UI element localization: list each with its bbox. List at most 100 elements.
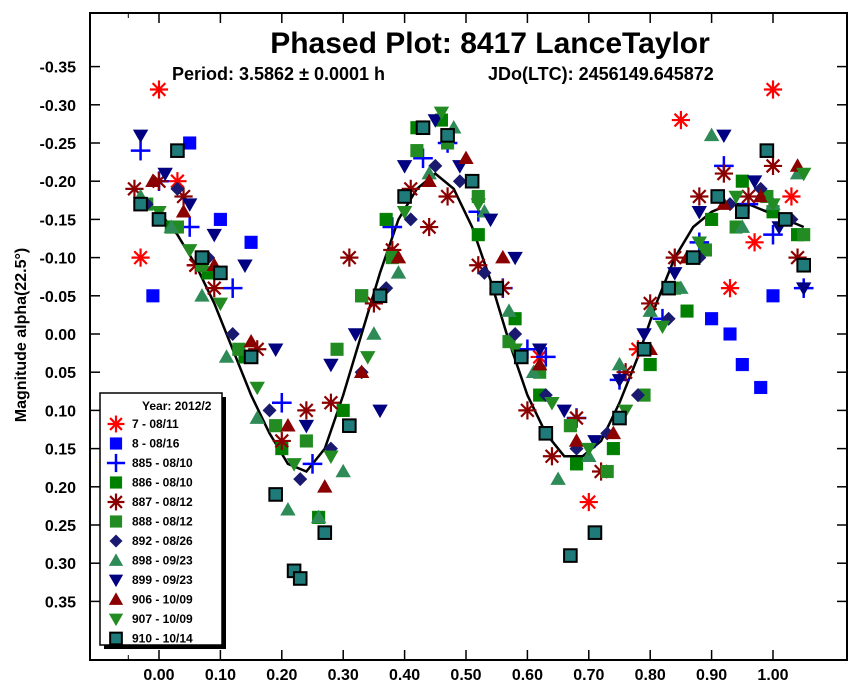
data-point — [665, 248, 684, 267]
x-tick-label: 0.80 — [635, 667, 666, 684]
series-group — [151, 106, 812, 472]
legend-marker — [107, 493, 125, 511]
data-point — [671, 110, 690, 130]
data-point — [151, 212, 167, 227]
y-tick-label: -0.05 — [40, 289, 77, 306]
data-point — [734, 219, 750, 233]
data-point — [464, 173, 480, 189]
data-point — [360, 351, 376, 365]
data-point — [244, 235, 258, 249]
chart-title: Phased Plot: 8417 LanceTaylor — [270, 27, 710, 60]
data-point — [673, 280, 689, 294]
data-point — [268, 487, 283, 502]
data-point — [396, 160, 413, 174]
data-point — [237, 259, 253, 273]
x-tick-label: 1.00 — [757, 667, 788, 684]
data-point — [342, 418, 357, 433]
data-point — [396, 205, 413, 220]
data-point — [766, 289, 780, 303]
y-tick-label: -0.25 — [40, 136, 77, 153]
data-point — [194, 250, 210, 265]
data-point — [390, 265, 407, 279]
series-group — [132, 114, 812, 449]
data-point — [355, 289, 369, 303]
data-point — [397, 189, 412, 204]
data-point — [458, 150, 474, 165]
data-point — [563, 419, 577, 433]
data-point — [542, 447, 562, 466]
data-point — [452, 174, 467, 189]
data-point — [302, 454, 323, 474]
data-point — [745, 233, 764, 252]
data-point — [415, 120, 431, 136]
y-tick-label: 0.00 — [45, 327, 76, 344]
data-point — [735, 174, 749, 188]
data-point — [336, 403, 350, 417]
y-tick-label: 0.30 — [45, 556, 76, 573]
x-tick-label: 0.60 — [512, 667, 543, 684]
data-point — [323, 358, 339, 373]
data-point — [133, 196, 148, 212]
legend-entry-label: 885 - 08/10 — [132, 456, 193, 470]
chart-subtitle-epoch: JDo(LTC): 2456149.645872 — [488, 64, 714, 84]
data-point — [212, 297, 229, 312]
data-point — [262, 403, 277, 418]
legend-marker — [109, 437, 123, 450]
series-group — [139, 158, 799, 487]
data-point — [347, 328, 364, 342]
data-point — [782, 187, 801, 206]
x-tick-label: 0.40 — [389, 667, 420, 684]
data-point — [763, 156, 783, 176]
y-tick-label: -0.30 — [40, 98, 77, 115]
data-point — [130, 140, 151, 161]
legend-marker — [109, 515, 123, 528]
x-tick-label: 0.50 — [450, 667, 481, 684]
data-point — [132, 129, 149, 144]
data-point — [471, 228, 485, 242]
data-point — [753, 188, 769, 203]
y-tick-label: 0.05 — [45, 365, 76, 382]
data-point — [410, 144, 424, 158]
data-point — [390, 249, 407, 264]
series-group — [125, 156, 807, 481]
y-tick-label: 0.10 — [45, 403, 76, 420]
data-point — [654, 320, 671, 335]
data-point — [690, 187, 709, 206]
data-point — [501, 303, 517, 317]
x-tick-label: 0.20 — [266, 667, 297, 684]
data-point — [698, 243, 713, 257]
fit-curve — [158, 171, 805, 474]
data-point — [194, 288, 210, 302]
y-tick-label: 0.15 — [45, 442, 76, 459]
data-point — [611, 356, 628, 371]
data-point — [482, 213, 499, 228]
data-point — [705, 312, 719, 326]
data-point — [225, 327, 240, 341]
data-point — [691, 205, 708, 220]
data-point — [763, 80, 783, 99]
data-point — [513, 349, 529, 365]
series-group — [145, 150, 806, 493]
data-point — [170, 181, 185, 196]
data-point — [272, 431, 291, 451]
data-point — [249, 381, 265, 396]
data-point — [335, 463, 351, 478]
data-point — [667, 267, 683, 281]
data-point — [612, 410, 627, 426]
legend-marker — [109, 534, 123, 548]
data-point — [145, 173, 161, 187]
data-point — [723, 327, 737, 341]
legend-marker — [108, 574, 124, 588]
data-point — [763, 224, 783, 245]
data-point — [330, 342, 344, 356]
series-group — [146, 136, 780, 395]
data-point — [556, 404, 572, 419]
data-point — [433, 106, 450, 121]
y-tick-label: 0.25 — [45, 518, 76, 535]
data-point — [372, 404, 388, 419]
y-tick-label: -0.20 — [40, 174, 77, 191]
data-point — [421, 165, 437, 180]
y-tick-label: -0.15 — [40, 212, 77, 229]
legend-title: Year: 2012/2 — [142, 399, 212, 413]
